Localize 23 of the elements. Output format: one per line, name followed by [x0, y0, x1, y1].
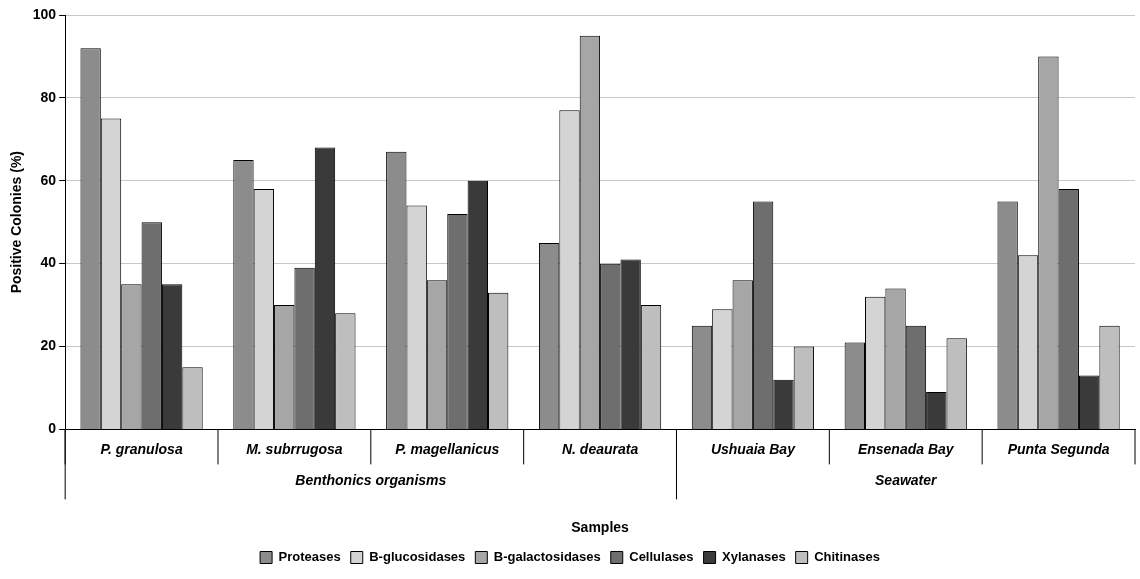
x-tick-label: N. deaurata [561, 440, 639, 457]
y-tick-label: 0 [48, 420, 57, 437]
x-tick-label: M. subrrugosa [246, 440, 343, 457]
text: Seawater [875, 472, 939, 489]
y-tick-label: 60 [40, 171, 57, 188]
x-axis-title: Samples [571, 519, 630, 536]
legend-label: Xylanases [722, 549, 786, 565]
x-tick-label: P. magellanicus [395, 440, 500, 457]
legend-label: B-galactosidases [493, 549, 601, 565]
text: Benthonics organisms [295, 472, 447, 489]
y-tick-label: 20 [40, 337, 57, 354]
y-tick-label: 100 [32, 5, 57, 22]
legend-label: Proteases [278, 549, 341, 565]
y-tick-label: 40 [40, 254, 57, 271]
x-tick-label: P. granulosa [100, 440, 183, 457]
x-tick-label: Ushuaia Bay [710, 440, 797, 457]
legend-label: Chitinases [814, 549, 880, 565]
x-tick-label: Ensenada Bay [857, 440, 955, 457]
x-tick-label: Punta Segunda [1007, 440, 1110, 457]
y-tick-label: 80 [40, 88, 57, 105]
legend-label: B-glucosidases [369, 549, 466, 565]
y-axis-title: Positive Colonies (%) [8, 151, 25, 294]
legend-label: Cellulases [629, 549, 694, 565]
